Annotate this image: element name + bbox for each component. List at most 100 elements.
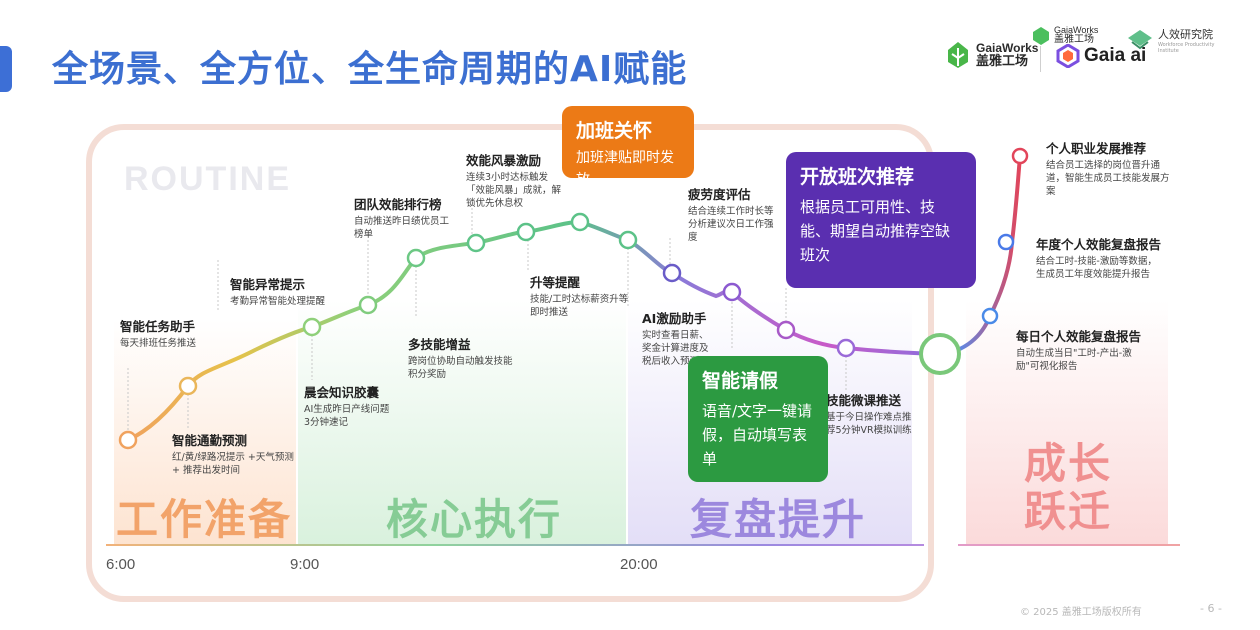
note-ai-incentive-desc: 实时查看日薪、奖金计算进度及税后收入预测 [642,330,709,367]
note-promotion-title: 升等提醒 [530,275,581,290]
institute-cn: 人效研究院 [1158,28,1213,41]
note-daily-title: 每日个人效能复盘报告 [1016,329,1142,344]
gaiaworks-logo-en: GaiaWorks [976,40,1039,55]
callout-leave-desc: 语音/文字一键请假，自动填写表单 [702,402,813,468]
note-micro-course-desc: 基于今日操作难点推荐5分钟VR模拟训练 [826,412,912,436]
node-promotion [516,222,536,242]
logo-divider [1040,46,1041,72]
note-career-title: 个人职业发展推荐 [1046,141,1147,156]
phase-growth: 成长 跃迁 [1024,439,1113,537]
time-tick-20: 20:00 [620,556,658,573]
time-tick-9: 9:00 [290,556,320,573]
institute-logo: 人效研究院 Workforce Productivity Institute [1126,26,1218,54]
callout-overtime-desc: 加班津贴即时发放 [576,150,674,189]
note-morning-desc: AI生成昨日产线问题 3分钟速记 [304,404,390,428]
note-storm-desc: 连续3小时达标触发「效能风暴」成就，解锁优先休息权 [466,172,562,209]
small-logo-cn: 盖雅工场 [1054,34,1094,46]
routine-watermark: ROUTINE [124,160,291,198]
gaiaworks-logo: GaiaWorks 盖雅工场 [946,40,1038,70]
node-morning [302,317,322,337]
node-open-shift [776,320,796,340]
callout-leave-title: 智能请假 [702,370,779,392]
note-commute: 智能通勤预测 红/黄/绿路况提示 +天气预测 + 推荐出发时间 [172,430,296,478]
phase-growth-line1: 成长 [1024,439,1113,488]
note-multiskill-title: 多技能增益 [408,337,471,352]
node-multiskill [406,248,426,268]
note-micro-course-title: 技能微课推送 [826,393,902,408]
gaiaworks-logo-cn: 盖雅工场 [976,53,1029,69]
note-commute-desc: 红/黄/绿路况提示 +天气预测 + 推荐出发时间 [172,452,294,476]
note-fatigue-desc: 结合连续工作时长等分析建议次日工作强度 [688,206,774,243]
node-ranking [358,295,378,315]
core-band [298,300,626,546]
phase-review: 复盘提升 [690,495,867,544]
institute-icon [1128,30,1152,50]
callout-overtime: 加班关怀 加班津贴即时发放 [562,106,694,188]
node-leave [722,282,742,302]
callout-overtime-title: 加班关怀 [576,120,653,142]
note-ai-incentive: AI激励助手 实时查看日薪、奖金计算进度及税后收入预测 [642,308,716,368]
gaia-ai-text: Gaia ai [1084,45,1147,66]
note-anomaly-title: 智能异常提示 [230,277,306,292]
note-ranking-desc: 自动推送昨日绩优员工榜单 [354,216,450,240]
note-career: 个人职业发展推荐 结合员工选择的岗位晋升通道，智能生成员工技能发展方案 [1046,138,1170,198]
callout-open-shift-title: 开放班次推荐 [800,166,915,188]
node-career [1011,147,1029,165]
node-ai-incentive [662,263,682,283]
note-career-desc: 结合员工选择的岗位晋升通道，智能生成员工技能发展方案 [1046,160,1170,197]
node-storm [466,233,486,253]
note-task-assistant-desc: 每天排班任务推送 [120,338,197,349]
note-annual-desc: 结合工时-技能-激励等数据，生成员工年度效能提升报告 [1036,256,1157,280]
copyright: © 2025 盖雅工场版权所有 [1020,607,1142,618]
note-multiskill: 多技能增益 跨岗位协助自动触发技能积分奖励 [408,334,520,382]
note-promotion-desc: 技能/工时达标薪资升等即时推送 [530,294,629,318]
small-logo-en: GaiaWorks [1054,25,1099,36]
note-daily-desc: 自动生成当日"工时-产出-激励"可视化报告 [1016,348,1132,372]
gaia-ai-logo: Gaia ai [1056,44,1146,68]
node-daily-report [981,307,999,325]
node-annual-report [997,233,1015,251]
growth-band [966,300,1168,546]
note-anomaly: 智能异常提示 考勤异常智能处理提醒 [230,274,340,309]
time-tick-6: 6:00 [106,556,136,573]
phase-prep: 工作准备 [116,495,293,544]
callout-open-shift-desc: 根据员工可用性、技能、期望自动推荐空缺班次 [800,198,951,264]
note-daily: 每日个人效能复盘报告 自动生成当日"工时-产出-激励"可视化报告 [1016,326,1144,374]
gaia-ai-hex-icon [1056,44,1080,68]
note-ranking: 团队效能排行榜 自动推送昨日绩优员工榜单 [354,194,454,242]
title-accent-bar [0,46,12,92]
note-multiskill-desc: 跨岗位协助自动触发技能积分奖励 [408,356,513,380]
institute-en: Workforce Productivity Institute [1158,42,1215,54]
phase-growth-line2: 跃迁 [1024,487,1113,537]
small-leaf-icon [1033,27,1049,45]
note-fatigue-title: 疲劳度评估 [688,187,751,202]
note-promotion: 升等提醒 技能/工时达标薪资升等即时推送 [530,272,630,320]
prep-band [114,320,296,546]
small-gaiaworks-logo: GaiaWorks 盖雅工场 [1032,25,1099,46]
note-commute-title: 智能通勤预测 [172,433,248,448]
note-anomaly-desc: 考勤异常智能处理提醒 [230,296,326,307]
node-task-assistant [118,430,138,450]
growth-axis [958,544,1180,546]
note-storm: 效能风暴激励 连续3小时达标触发「效能风暴」成就，解锁优先休息权 [466,150,562,210]
note-annual: 年度个人效能复盘报告 结合工时-技能-激励等数据，生成员工年度效能提升报告 [1036,234,1166,282]
callout-open-shift: 开放班次推荐 根据员工可用性、技能、期望自动推荐空缺班次 [786,152,976,288]
node-commute [178,376,198,396]
page-number: - 6 - [1200,602,1222,615]
note-annual-title: 年度个人效能复盘报告 [1036,237,1162,252]
phase-core: 核心执行 [386,495,563,544]
note-micro-course: 技能微课推送 基于今日操作难点推荐5分钟VR模拟训练 [826,390,918,438]
note-storm-title: 效能风暴激励 [466,153,542,168]
note-task-assistant-title: 智能任务助手 [120,319,196,334]
note-morning: 晨会知识胶囊 AI生成昨日产线问题 3分钟速记 [304,382,394,430]
timeline-axis [106,544,924,546]
note-task-assistant: 智能任务助手 每天排班任务推送 [120,316,230,351]
page-title: 全场景、全方位、全生命周期的AI赋能 [52,49,688,90]
node-overtime [570,212,590,232]
node-fatigue [618,230,638,250]
node-transition [919,333,961,375]
callout-leave: 智能请假 语音/文字一键请假，自动填写表单 [688,356,828,482]
gaiaworks-leaf-icon [948,42,968,68]
node-micro-course [836,338,856,358]
